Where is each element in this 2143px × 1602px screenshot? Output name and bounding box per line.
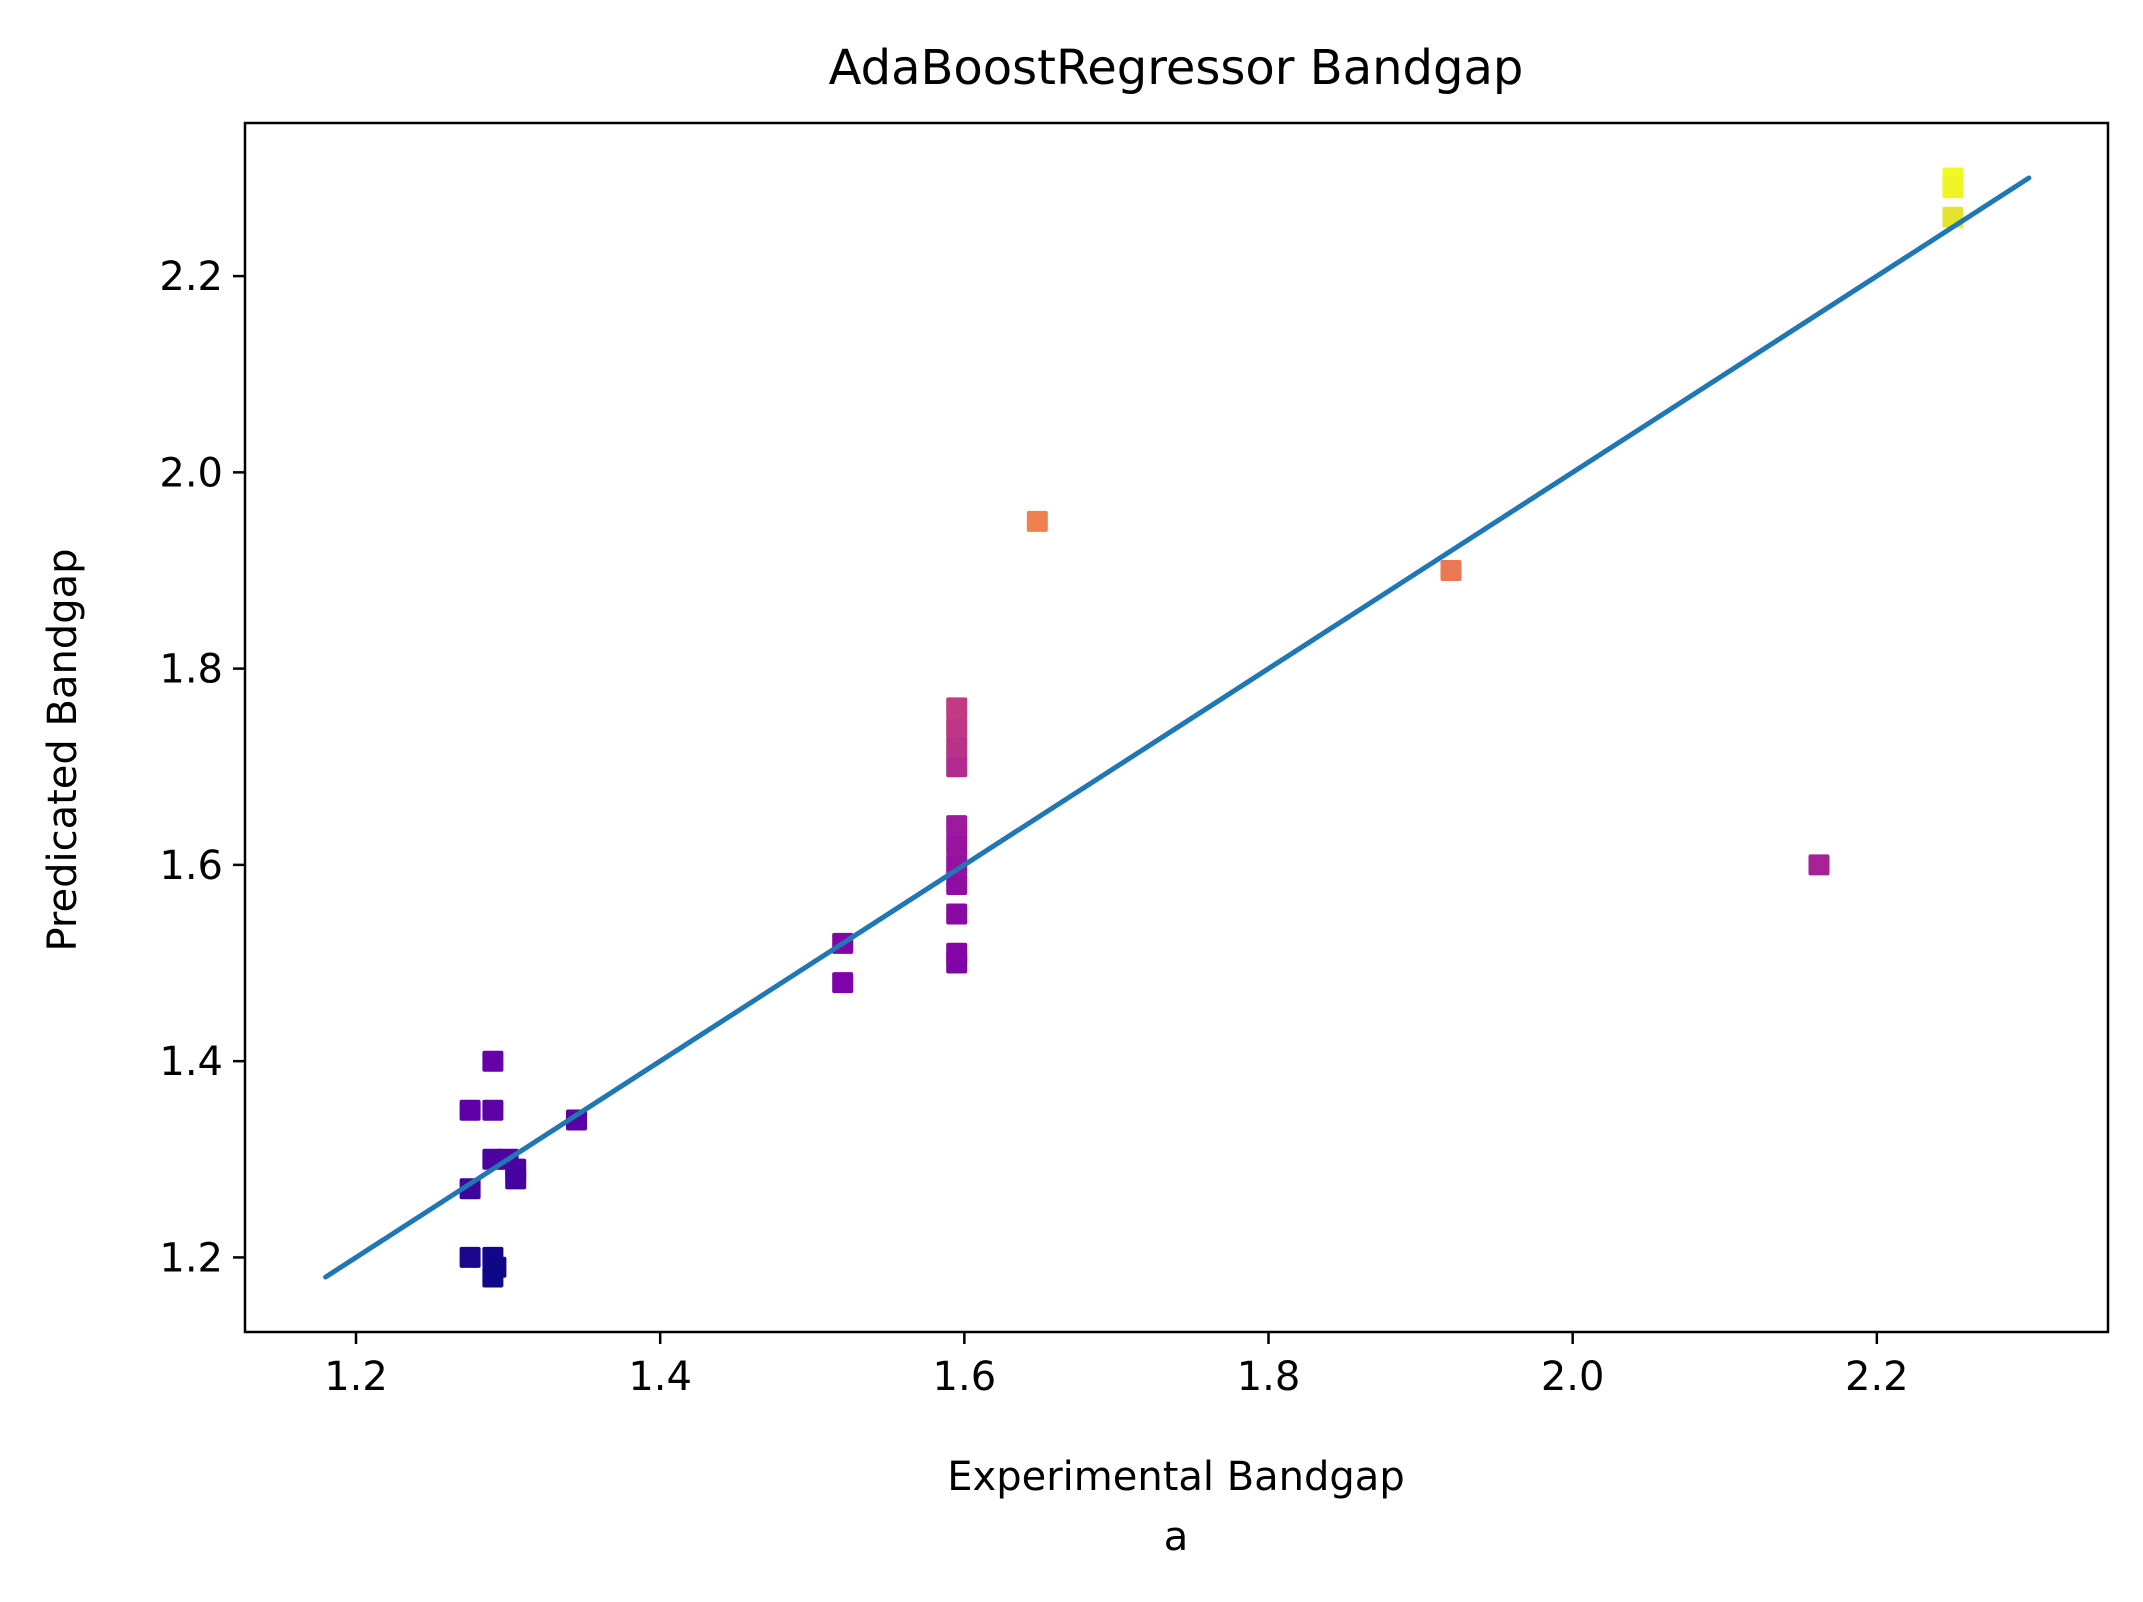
y-axis: 1.2 1.4 1.6 1.8 2.0 2.2 — [159, 254, 245, 1281]
data-point — [946, 717, 968, 738]
points-layer — [459, 167, 1964, 1288]
data-point — [482, 1266, 504, 1288]
x-tick-label: 1.6 — [933, 1354, 997, 1400]
x-axis-sublabel: a — [1164, 1514, 1189, 1560]
data-point — [1026, 510, 1048, 532]
y-tick-label: 2.2 — [159, 254, 223, 300]
data-point — [946, 834, 968, 856]
x-tick-label: 2.0 — [1541, 1354, 1605, 1400]
data-point — [459, 1099, 481, 1121]
data-point — [459, 1246, 481, 1268]
fit-line — [323, 175, 2032, 1280]
x-axis-label: Experimental Bandgap — [947, 1454, 1404, 1500]
data-point — [946, 756, 968, 778]
y-tick-label: 1.4 — [159, 1039, 223, 1085]
chart-title: AdaBoostRegressor Bandgap — [829, 40, 1524, 96]
data-point — [946, 854, 968, 876]
x-tick-label: 1.8 — [1237, 1354, 1301, 1400]
data-point — [566, 1109, 587, 1131]
data-point — [482, 1099, 504, 1121]
data-point — [946, 815, 968, 837]
data-point — [946, 736, 968, 758]
data-point — [505, 1168, 527, 1190]
data-point — [832, 972, 854, 994]
data-point — [1942, 177, 1964, 199]
data-point — [1440, 560, 1462, 581]
x-axis: 1.2 1.4 1.6 1.8 2.0 2.2 — [324, 1332, 1909, 1400]
fit-line-layer — [323, 175, 2032, 1280]
y-tick-label: 2.0 — [159, 450, 223, 496]
data-point — [946, 942, 968, 964]
x-tick-label: 1.4 — [628, 1354, 692, 1400]
data-point — [482, 1050, 504, 1072]
x-tick-label: 2.2 — [1845, 1354, 1909, 1400]
data-point — [946, 903, 968, 925]
data-point — [459, 1178, 481, 1200]
y-tick-label: 1.2 — [159, 1235, 223, 1281]
y-tick-label: 1.8 — [159, 647, 223, 693]
plot-frame — [243, 121, 2110, 1334]
data-point — [1808, 854, 1830, 876]
data-point — [946, 874, 968, 895]
x-tick-label: 1.2 — [324, 1354, 388, 1400]
data-point — [946, 697, 968, 719]
y-axis-label: Predicated Bandgap — [40, 549, 86, 952]
y-tick-label: 1.6 — [159, 843, 223, 889]
